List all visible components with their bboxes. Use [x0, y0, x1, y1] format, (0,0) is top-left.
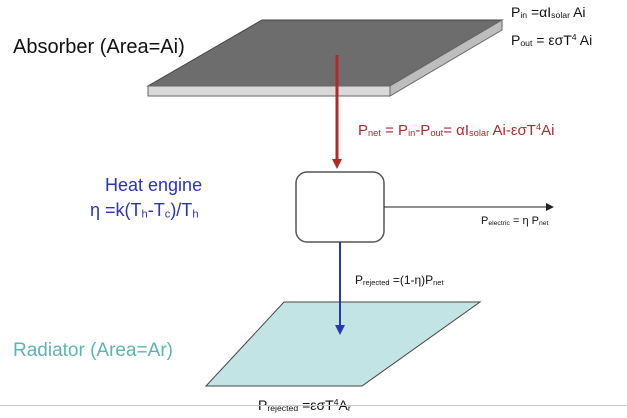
p-electric-a-sub: electric: [488, 219, 510, 227]
p-rejected-rad-a-sub: rejected: [267, 403, 299, 414]
p-net-a-sub: net: [368, 128, 381, 139]
heat-engine-label: Heat engine: [105, 175, 203, 195]
p-out-lhs: P: [511, 32, 521, 48]
bottom-divider: [0, 405, 627, 406]
p-rejected-eng-a-sub: rejected: [363, 277, 390, 287]
p-out-lhs-sub: out: [520, 38, 533, 49]
p-in-lhs-sub: in: [520, 10, 528, 21]
eta-c: )/T: [170, 200, 193, 220]
p-rejected-engine-formula: Prejected =(1-η)Pnet: [355, 274, 444, 286]
p-out-formula: Pout = εσT4 Ai: [511, 33, 592, 48]
p-net-e-sup: 4: [535, 122, 542, 132]
p-electric-a: P: [481, 215, 489, 227]
eta-a: η =k(T: [90, 200, 142, 220]
p-net-b: = P: [380, 122, 409, 140]
p-out-eq: = εσT: [532, 32, 572, 48]
p-in-lhs: P: [511, 4, 521, 20]
p-net-d-sub: solar: [469, 128, 490, 139]
p-rejected-eng-a: P: [355, 273, 364, 287]
p-electric-b: = η P: [509, 215, 539, 227]
heat-engine-box: [295, 171, 385, 243]
absorber-label: Absorber (Area=Ai): [13, 36, 185, 58]
radiator-label: Radiator (Area=Ar): [13, 340, 173, 361]
absorber-plate: [146, 19, 504, 97]
p-net-a: P: [358, 122, 369, 140]
p-electric-b-sub: net: [538, 219, 549, 227]
p-net-d: = αI: [443, 122, 470, 140]
radiator-plate: [204, 301, 482, 387]
efficiency-formula: η =k(Th-Tc)/Th: [90, 201, 199, 220]
absorber-front-edge: [147, 85, 391, 97]
p-out-rhs: Ai: [576, 32, 593, 48]
absorber-right-edge: [389, 19, 503, 97]
eta-b-sub: c: [164, 208, 171, 221]
p-net-f: Ai: [541, 122, 555, 140]
p-electric-formula: Pelectric = η Pnet: [481, 216, 548, 228]
p-out-eq-sup: 4: [571, 32, 577, 43]
p-net-b-sub: in: [408, 128, 416, 139]
p-in-eq: =αI: [527, 4, 552, 20]
p-net-c-sub: out: [430, 128, 444, 139]
p-rejected-eng-b-sub: net: [433, 277, 444, 287]
eta-b: -T: [147, 200, 165, 220]
p-in-formula: Pin =αIsolar Ai: [511, 5, 586, 20]
p-net-e: Ai-εσT: [489, 122, 536, 140]
p-rejected-rad-b-sup: 4: [333, 397, 339, 408]
eta-c-sub: h: [192, 208, 199, 221]
p-rejected-rad-c-sub: r: [347, 403, 351, 414]
p-rejected-eng-b: =(1-η)P: [389, 273, 434, 287]
p-in-eq-sub: solar: [551, 10, 570, 21]
p-net-c: -P: [415, 122, 431, 140]
p-in-rhs: Ai: [569, 4, 586, 20]
eta-a-sub: h: [141, 208, 148, 221]
p-net-formula: Pnet = Pin-Pout= αIsolar Ai-εσT4Ai: [358, 122, 555, 140]
